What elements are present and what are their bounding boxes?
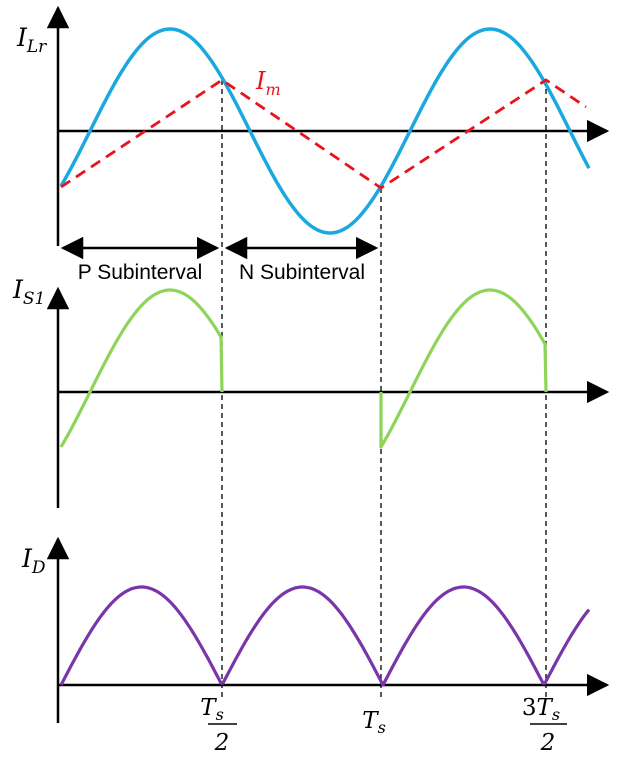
- ilr-label: ILr: [16, 23, 47, 57]
- three-half-ts-num-pre: 3: [522, 695, 537, 721]
- is1-label: IS1: [12, 275, 45, 309]
- half-ts-num-main: T: [200, 695, 217, 721]
- ts-label: Ts: [362, 708, 386, 737]
- is1-label-sub: S1: [23, 289, 45, 309]
- half-ts-denominator: 2: [214, 730, 230, 756]
- ts-label-sub: s: [378, 718, 386, 737]
- is1-label-main: I: [12, 275, 24, 304]
- ilr-label-sub: Lr: [26, 37, 47, 57]
- im-label-sub: m: [265, 80, 280, 99]
- id-label-main: I: [21, 544, 33, 573]
- is1-waveform: [59, 288, 548, 449]
- p-subinterval-label: P Subinterval: [78, 261, 203, 284]
- id-waveform: [59, 585, 591, 687]
- three-half-ts-num-main: T: [537, 695, 554, 721]
- id-label: ID: [21, 544, 46, 578]
- three-half-ts-num-sub: s: [552, 705, 560, 724]
- half-ts-numerator: Ts: [200, 695, 224, 724]
- three-half-ts-numerator: 3Ts: [522, 695, 560, 724]
- n-subinterval-label: N Subinterval: [239, 261, 365, 284]
- half-ts-num-sub: s: [216, 705, 224, 724]
- ilr-waveform: [59, 27, 591, 235]
- ts-label-main: T: [362, 708, 379, 734]
- im-label-main: I: [255, 67, 266, 95]
- ilr-label-main: I: [16, 23, 28, 52]
- id-label-sub: D: [31, 558, 46, 578]
- im-label: Im: [255, 67, 281, 99]
- three-half-ts-denominator: 2: [540, 730, 556, 756]
- im-waveform: [60, 78, 587, 190]
